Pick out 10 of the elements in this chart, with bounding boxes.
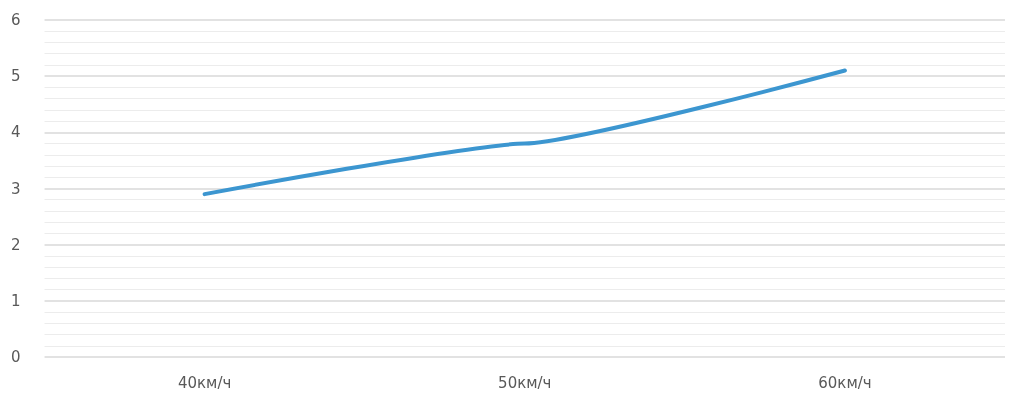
- y-tick-label: 1: [11, 291, 21, 310]
- y-tick-label: 6: [11, 11, 21, 29]
- y-tick-label: 0: [11, 348, 21, 366]
- y-tick-label: 5: [11, 67, 21, 86]
- y-tick-label: 4: [11, 123, 21, 142]
- y-tick-label: 2: [11, 235, 21, 254]
- x-tick-label: 50км/ч: [498, 373, 552, 392]
- x-tick-label: 60км/ч: [818, 373, 872, 392]
- x-tick-label: 40км/ч: [177, 373, 232, 392]
- y-tick-label: 3: [11, 179, 21, 198]
